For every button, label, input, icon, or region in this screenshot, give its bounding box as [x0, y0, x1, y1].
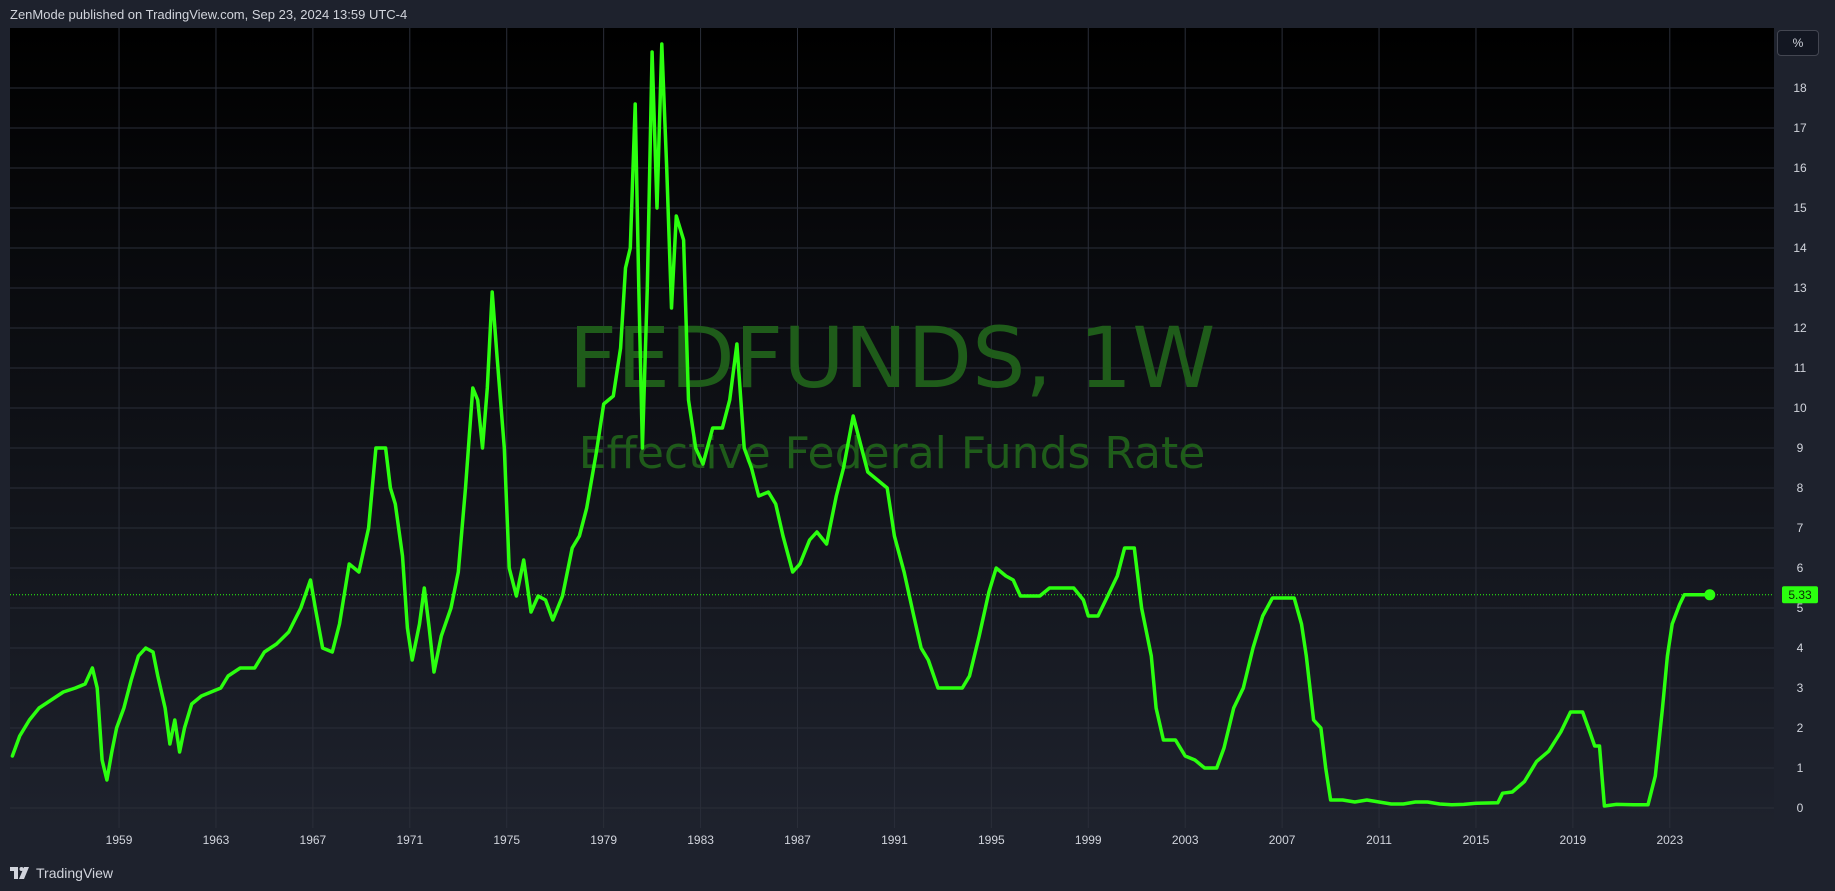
chart-canvas[interactable]: FEDFUNDS, 1W Effective Federal Funds Rat… [10, 28, 1825, 856]
y-tick-label: 17 [1793, 121, 1807, 135]
y-tick-label: 5 [1797, 601, 1804, 615]
x-tick-label: 2023 [1656, 833, 1683, 847]
tradingview-logo-icon [10, 867, 29, 879]
x-tick-label: 1979 [590, 833, 617, 847]
y-tick-label: 18 [1793, 81, 1807, 95]
x-tick-label: 1995 [978, 833, 1005, 847]
y-tick-label: 6 [1797, 561, 1804, 575]
y-tick-label: 8 [1797, 481, 1804, 495]
y-tick-label: 12 [1793, 321, 1807, 335]
publish-info: ZenMode published on TradingView.com, Se… [10, 7, 408, 22]
last-value-dot [1704, 589, 1716, 601]
x-tick-label: 1983 [687, 833, 714, 847]
last-value-badge: 5.33 [1782, 586, 1818, 604]
x-tick-label: 1971 [396, 833, 423, 847]
x-tick-label: 2007 [1269, 833, 1296, 847]
unit-button[interactable]: % [1777, 30, 1819, 56]
x-tick-label: 1999 [1075, 833, 1102, 847]
plot-background [10, 28, 1774, 828]
y-tick-label: 11 [1794, 361, 1807, 375]
x-tick-label: 1975 [493, 833, 520, 847]
price-axis-background [1774, 28, 1825, 828]
series-line [10, 42, 1712, 808]
brand[interactable]: TradingView [10, 865, 113, 881]
footer: TradingView [0, 856, 1835, 891]
x-tick-label: 2019 [1560, 833, 1587, 847]
x-tick-label: 2011 [1366, 833, 1392, 847]
grid-lines [10, 28, 1774, 828]
y-tick-label: 15 [1793, 201, 1807, 215]
x-tick-label: 1991 [881, 833, 908, 847]
x-tick-label: 2015 [1463, 833, 1490, 847]
y-tick-label: 10 [1793, 401, 1807, 415]
x-tick-label: 1987 [784, 833, 811, 847]
x-tick-label: 1959 [106, 833, 133, 847]
y-tick-label: 14 [1793, 241, 1807, 255]
y-tick-label: 9 [1797, 441, 1804, 455]
y-tick-label: 4 [1797, 641, 1804, 655]
last-value-badge-bg [1782, 586, 1818, 604]
y-tick-label: 3 [1797, 681, 1804, 695]
chart-area[interactable]: FEDFUNDS, 1W Effective Federal Funds Rat… [10, 28, 1825, 856]
publish-header: ZenMode published on TradingView.com, Se… [0, 0, 1835, 28]
y-tick-label: 2 [1797, 721, 1804, 735]
symbol-watermark: FEDFUNDS, 1W Effective Federal Funds Rat… [569, 309, 1216, 479]
x-tick-label: 1963 [203, 833, 230, 847]
y-tick-label: 16 [1793, 161, 1807, 175]
x-tick-label: 1967 [300, 833, 327, 847]
watermark-subtitle: Effective Federal Funds Rate [579, 428, 1206, 479]
time-axis[interactable]: 1959 1963 1967 1971 1975 1979 1983 1987 1991 1995… [106, 833, 1684, 847]
brand-name: TradingView [36, 865, 114, 881]
y-tick-label: 0 [1797, 801, 1804, 815]
y-tick-label: 7 [1797, 521, 1804, 535]
y-tick-label: 13 [1793, 281, 1807, 295]
last-value-label: 5.33 [1788, 588, 1812, 602]
x-tick-label: 2003 [1172, 833, 1199, 847]
y-tick-label: 1 [1797, 761, 1804, 775]
watermark-title: FEDFUNDS, 1W [569, 309, 1216, 407]
